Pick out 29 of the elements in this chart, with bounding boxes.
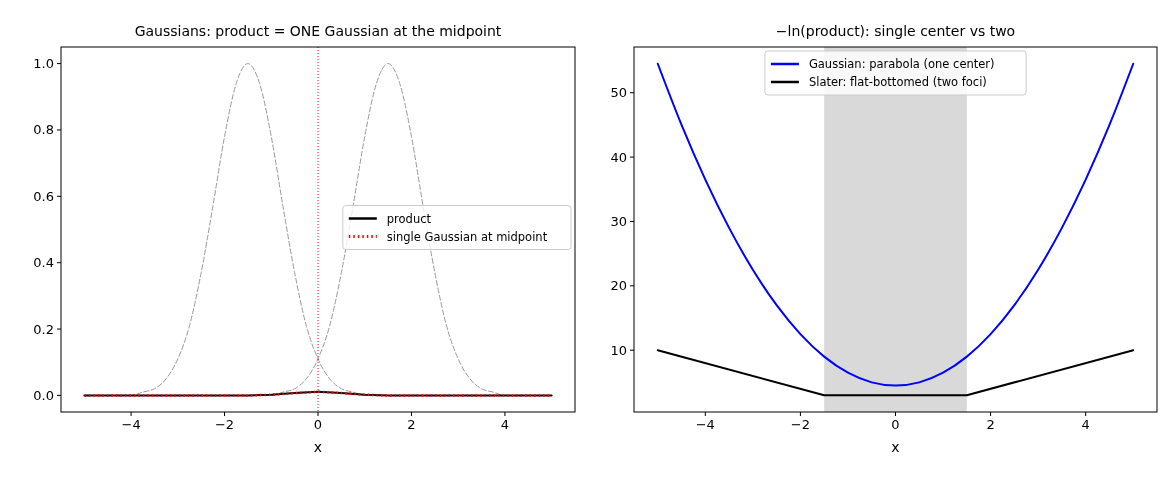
y-tick-label: 30	[610, 213, 627, 229]
x-tick-label: 4	[1081, 417, 1090, 432]
y-tick-label: 10	[610, 342, 627, 358]
y-tick-label: 0.8	[33, 122, 54, 138]
chart-title: Gaussians: product = ONE Gaussian at the midpoint	[134, 23, 502, 39]
x-tick-label: 2	[986, 417, 995, 432]
x-tick-label: 2	[407, 417, 416, 432]
y-tick-label: 0.0	[33, 387, 54, 403]
y-tick-label: 0.6	[33, 188, 54, 204]
x-tick-label: −4	[695, 417, 715, 432]
y-tick-label: 0.2	[33, 321, 54, 337]
x-tick-label: 4	[500, 417, 510, 432]
x-tick-label: 0	[313, 417, 323, 432]
y-tick-label: 0.4	[33, 255, 54, 271]
legend-label: Slater: flat-bottomed (two foci)	[808, 75, 987, 89]
x-tick-label: −2	[214, 417, 235, 432]
x-tick-label: −2	[790, 417, 810, 432]
y-tick-label: 40	[610, 149, 627, 165]
y-tick-label: 20	[610, 278, 627, 294]
legend-label: single Gaussian at midpoint	[386, 229, 548, 244]
x-axis-title: x	[891, 439, 900, 455]
y-tick-label: 1.0	[33, 56, 54, 72]
chart-title: −ln(product): single center vs two	[775, 23, 1016, 39]
legend-label: Gaussian: parabola (one center)	[808, 57, 995, 71]
x-tick-label: −4	[121, 417, 141, 432]
legend-label: product	[386, 211, 432, 226]
x-axis-title: x	[313, 439, 323, 455]
x-tick-label: 0	[891, 417, 900, 432]
y-tick-label: 50	[610, 85, 627, 101]
